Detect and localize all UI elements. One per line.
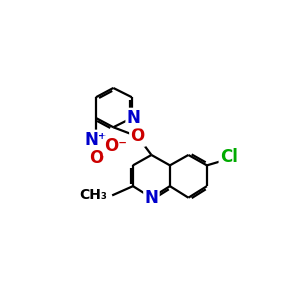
Text: N: N xyxy=(127,109,141,127)
Text: O⁻: O⁻ xyxy=(104,137,127,155)
Text: O: O xyxy=(130,128,145,146)
Text: N: N xyxy=(145,189,158,207)
Text: O: O xyxy=(89,149,103,167)
Text: N⁺: N⁺ xyxy=(85,131,107,149)
Text: Cl: Cl xyxy=(220,148,238,166)
Text: CH₃: CH₃ xyxy=(80,188,108,203)
